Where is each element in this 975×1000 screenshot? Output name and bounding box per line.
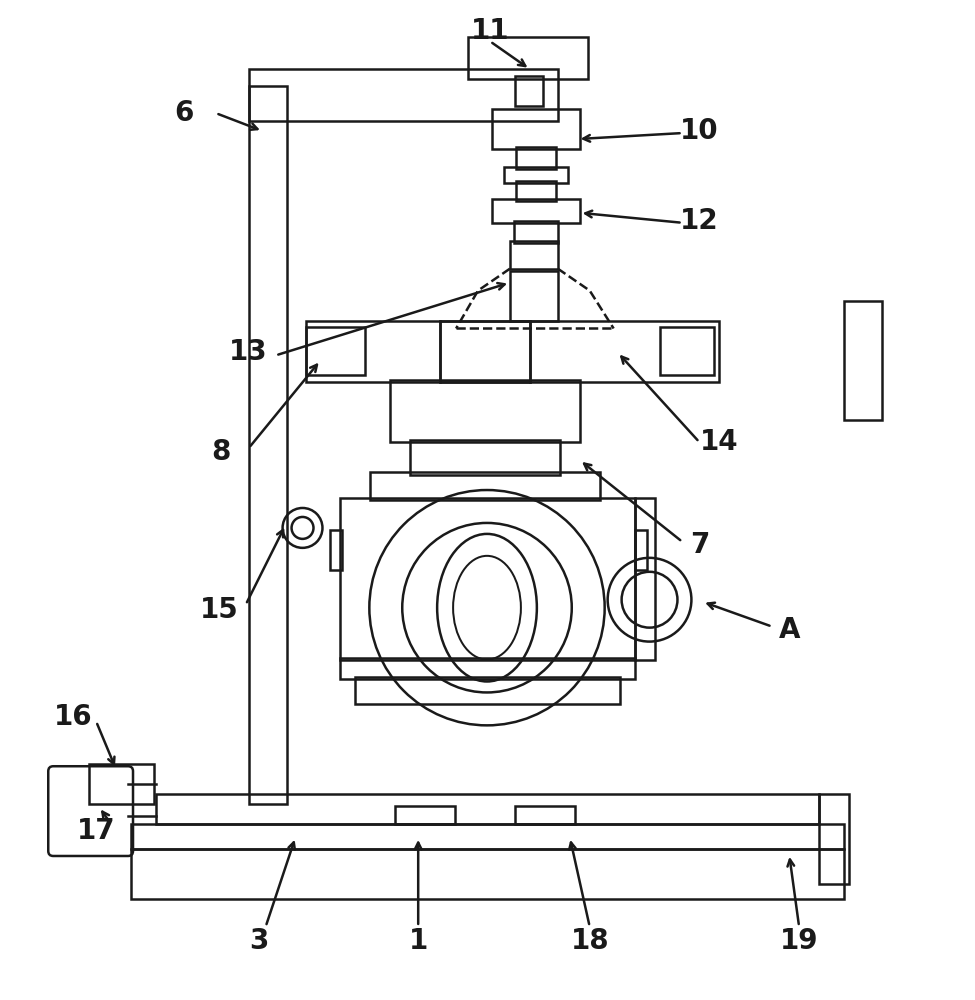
Bar: [410, 440, 560, 475]
Bar: [516, 147, 556, 169]
Bar: [492, 199, 580, 223]
Bar: [355, 677, 620, 704]
Bar: [635, 530, 646, 570]
Bar: [515, 76, 543, 106]
Bar: [510, 271, 558, 321]
Text: 18: 18: [570, 927, 609, 955]
Bar: [249, 86, 287, 804]
Text: 8: 8: [211, 438, 230, 466]
Text: 11: 11: [471, 17, 509, 45]
Bar: [340, 498, 635, 660]
Bar: [514, 221, 558, 243]
Bar: [516, 181, 556, 201]
Bar: [249, 69, 558, 121]
Bar: [390, 380, 580, 442]
Bar: [468, 37, 588, 79]
Text: 13: 13: [229, 338, 268, 366]
Bar: [659, 327, 715, 375]
Bar: [131, 849, 844, 899]
Bar: [89, 764, 154, 804]
Bar: [504, 167, 567, 183]
Text: 15: 15: [200, 596, 238, 624]
Text: 17: 17: [77, 817, 115, 845]
Bar: [305, 321, 720, 382]
Bar: [370, 472, 600, 500]
Bar: [340, 658, 635, 679]
Text: A: A: [778, 616, 800, 644]
Bar: [492, 109, 580, 149]
Bar: [395, 806, 455, 824]
Text: 14: 14: [700, 428, 739, 456]
Text: 1: 1: [409, 927, 428, 955]
Bar: [440, 321, 529, 382]
Bar: [635, 498, 654, 660]
Bar: [331, 530, 342, 570]
Text: 16: 16: [54, 703, 93, 731]
Bar: [819, 794, 849, 884]
Bar: [510, 241, 558, 269]
Bar: [844, 301, 881, 420]
Text: 7: 7: [689, 531, 709, 559]
Text: 3: 3: [249, 927, 268, 955]
Text: 6: 6: [175, 99, 194, 127]
Bar: [156, 794, 819, 824]
Text: 19: 19: [780, 927, 818, 955]
Bar: [305, 327, 366, 375]
Bar: [131, 824, 844, 849]
Text: 10: 10: [681, 117, 719, 145]
Bar: [515, 806, 574, 824]
Text: 12: 12: [681, 207, 719, 235]
